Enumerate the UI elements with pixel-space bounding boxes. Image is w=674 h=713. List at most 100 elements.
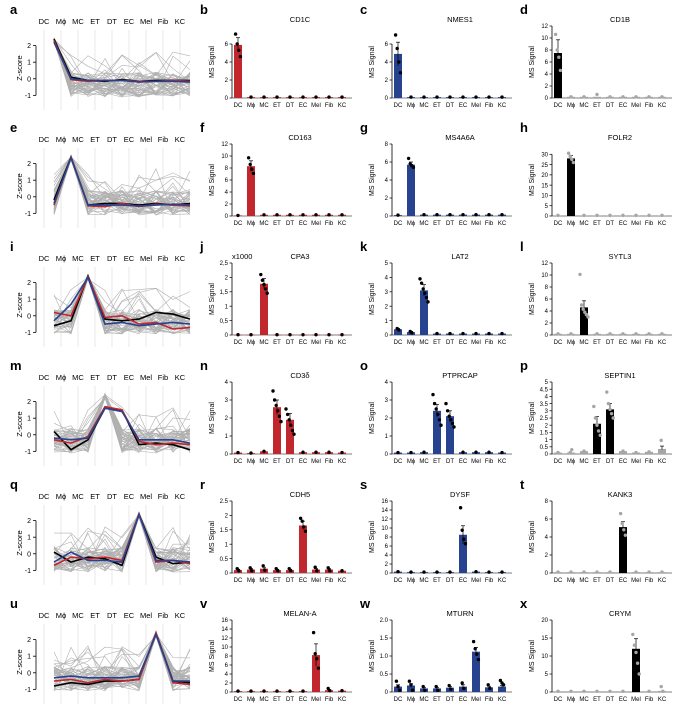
column-label: ET [90, 254, 100, 263]
bar-Mϕ [407, 685, 415, 692]
y-tick-label: 0 [545, 214, 549, 220]
column-label: Mel [140, 373, 152, 382]
y-tick-label: 1 [27, 416, 31, 423]
data-point [583, 310, 587, 314]
data-point [595, 92, 599, 97]
y-axis-label: MS Signal [209, 164, 216, 196]
chart-title: MS4A6A [445, 133, 475, 142]
data-point [300, 519, 304, 523]
data-point [397, 60, 401, 64]
data-point [568, 450, 572, 455]
data-point [397, 688, 402, 692]
column-label: Fib [158, 17, 168, 26]
gray-trace [53, 513, 191, 564]
data-point [288, 95, 292, 99]
data-point [595, 570, 599, 574]
y-tick-label: 4 [225, 60, 229, 66]
y-tick-label: 4 [225, 380, 229, 386]
data-point [237, 568, 241, 573]
panel-b: b CD1C 0 2 4 6 MS Signal DC Mϕ MC ET DT EC Mel Fib KC [200, 2, 352, 109]
bar-KC [498, 686, 506, 692]
data-point [422, 450, 426, 454]
x-tick-label: Mel [471, 103, 481, 109]
y-tick-label: 2 [27, 637, 31, 644]
data-point [448, 331, 452, 336]
data-point [647, 570, 651, 574]
data-point [327, 450, 331, 454]
data-point [315, 657, 319, 661]
bar-DT [446, 416, 454, 454]
data-point [262, 282, 266, 287]
gray-trace [53, 632, 191, 689]
series-line-blue [53, 512, 191, 563]
gray-trace [53, 512, 191, 568]
y-tick-label: 10 [221, 154, 228, 160]
x-tick-label: EC [299, 578, 308, 584]
data-point [434, 407, 438, 411]
y-tick-label: 1 [385, 319, 389, 325]
data-point [609, 411, 614, 416]
data-point [396, 684, 400, 689]
x-tick-label: DC [554, 578, 563, 584]
x-tick-label: DC [394, 103, 403, 109]
data-point [463, 542, 468, 546]
x-tick-label: Fib [325, 103, 334, 109]
data-point [582, 95, 586, 99]
data-point [437, 418, 442, 422]
data-point [274, 403, 278, 408]
panel-q: q DC Mϕ MC ET DT EC Mel Fib KC -1 0 1 2Z-score [10, 477, 191, 585]
y-tick-label: 2 [27, 161, 31, 168]
chart-title: CRYM [609, 609, 631, 618]
panel-c: c NMES1 0 2 4 6 MS Signal DC Mϕ MC ET DT EC Mel Fib KC [360, 2, 512, 109]
y-tick-label: 4 [545, 309, 549, 315]
panel-letter: k [360, 239, 368, 254]
panel-w: w MTURN 0 0.5 1.0 1.5 2.0 MS Signal DC Mϕ MC ET DT EC… [359, 596, 512, 703]
y-tick-label: 2 [385, 562, 389, 568]
bar-EC [459, 534, 467, 573]
data-point [301, 689, 305, 693]
data-point [460, 528, 464, 532]
y-axis-label: MS Signal [209, 46, 216, 78]
x-tick-label: Fib [645, 103, 654, 109]
data-point [250, 167, 254, 171]
gray-trace [53, 515, 191, 573]
y-axis-label: Z-score [15, 411, 24, 436]
data-point [606, 401, 611, 406]
x-tick-label: Fib [645, 221, 654, 227]
bar-EC [299, 525, 307, 573]
column-label: DC [39, 373, 50, 382]
y-axis-label: Z-score [15, 55, 24, 80]
x-tick-label: MC [419, 103, 429, 109]
y-axis-label: MS Signal [209, 402, 216, 434]
data-point [568, 154, 572, 159]
data-point [313, 652, 317, 656]
x-tick-label: Fib [325, 340, 334, 346]
x-tick-label: Mϕ [407, 578, 416, 584]
data-point [558, 68, 563, 73]
x-tick-label: KC [498, 459, 507, 465]
column-label: Fib [158, 492, 168, 501]
bar-DC [394, 686, 402, 692]
data-point [608, 95, 612, 99]
gray-trace [53, 41, 191, 77]
x-tick-label: DC [394, 578, 403, 584]
bar-DT [606, 409, 614, 454]
y-tick-label: 1 [27, 178, 31, 185]
x-tick-label: ET [273, 340, 281, 346]
x-tick-label: ET [433, 697, 441, 703]
series-line-blue [53, 275, 191, 327]
data-point [423, 291, 427, 295]
x-tick-label: DC [234, 221, 243, 227]
x-tick-label: Mϕ [247, 340, 256, 346]
data-point [262, 213, 266, 217]
y-tick-label: 5 [545, 204, 549, 210]
x-tick-label: DC [554, 103, 563, 109]
data-point [570, 157, 574, 162]
column-label: KC [175, 611, 186, 620]
gray-trace [53, 392, 191, 451]
column-label: MC [72, 492, 84, 501]
bar-Mel [632, 648, 640, 692]
data-point [314, 333, 318, 337]
y-tick-label: 1 [27, 654, 31, 661]
data-point [301, 333, 305, 337]
